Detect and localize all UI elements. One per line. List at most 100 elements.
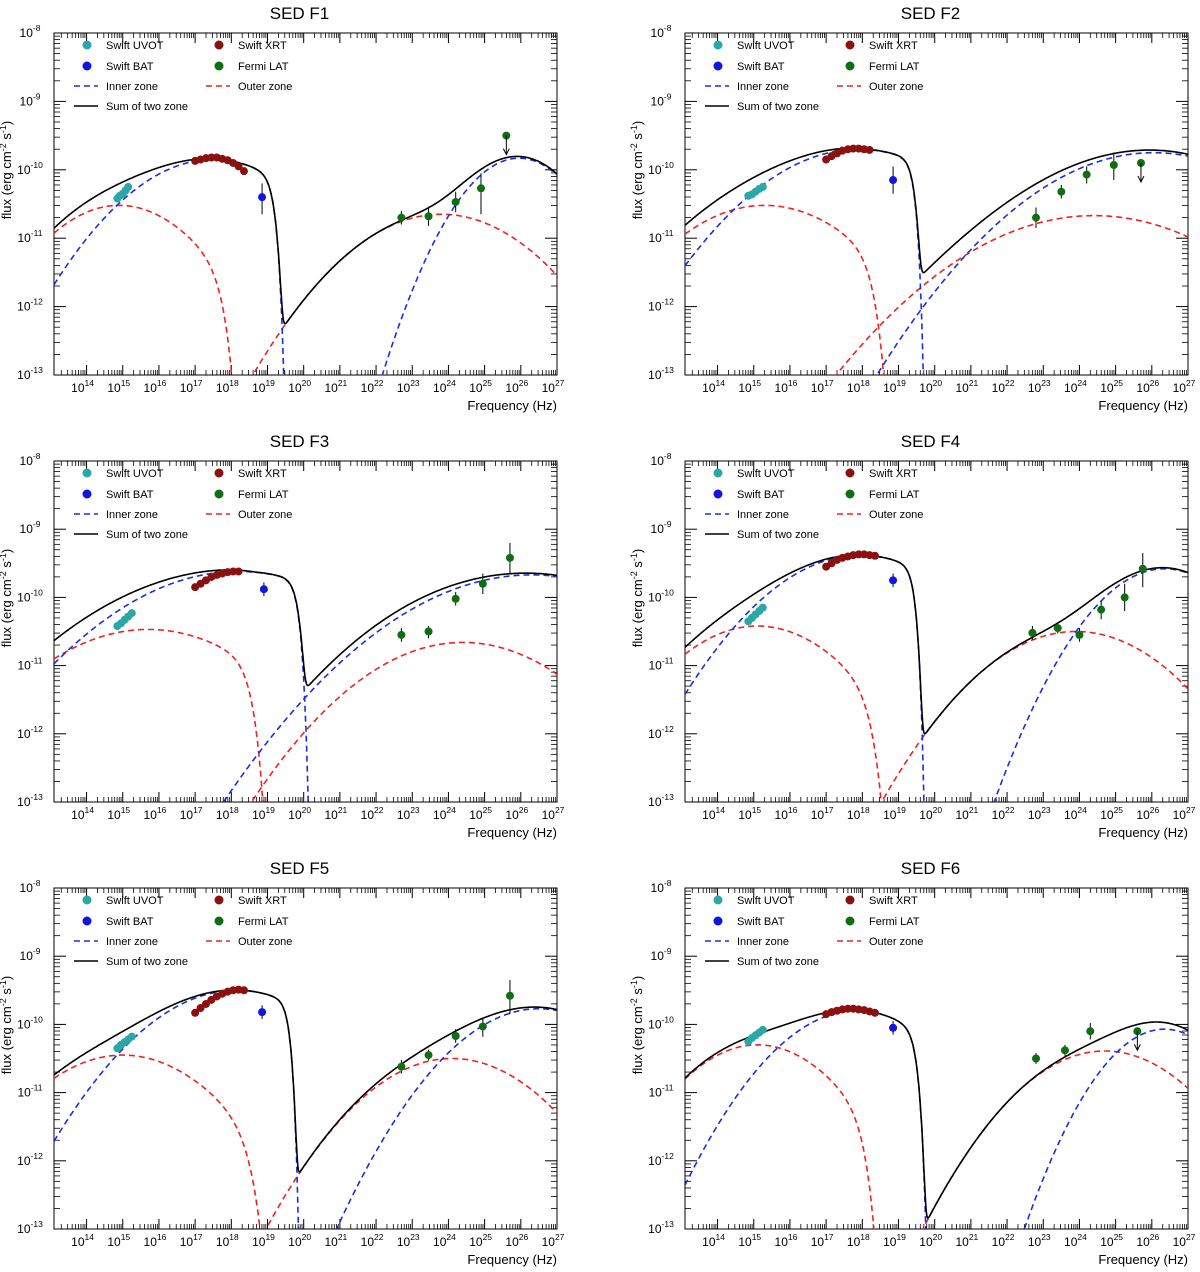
- y-tick-exponent: -11: [662, 656, 674, 666]
- y-tick-exponent: -9: [664, 519, 672, 529]
- x-tick-label: 1017: [811, 378, 834, 395]
- y-tick-label: 10-12: [648, 724, 674, 741]
- y-axis-label-part: -2: [0, 998, 8, 1006]
- y-tick-exponent: -10: [662, 587, 675, 597]
- legend-label: Sum of two zone: [737, 529, 819, 541]
- x-tick-label: 1024: [433, 805, 456, 822]
- x-tick-label: 1023: [1028, 805, 1051, 822]
- legend-marker: [713, 61, 723, 71]
- outer-zone-sync-curve: [54, 204, 233, 375]
- x-tick-exponent: 19: [265, 378, 275, 388]
- x-tick-exponent: 26: [519, 1232, 529, 1242]
- x-tick-exponent: 18: [860, 1232, 870, 1242]
- y-tick-base: 10: [648, 590, 662, 604]
- outer-zone-ic-curve: [251, 213, 557, 375]
- legend-label: Outer zone: [869, 509, 923, 521]
- y-axis-label-part: -2: [0, 143, 8, 151]
- x-tick-label: 1023: [1028, 378, 1051, 395]
- x-tick-label: 1022: [361, 378, 384, 395]
- x-tick-base: 10: [702, 808, 716, 822]
- y-axis-label: flux (erg cm-2 s-1): [0, 976, 14, 1074]
- y-tick-exponent: -12: [662, 724, 675, 734]
- legend-marker: [713, 895, 723, 905]
- chart-title: SED F1: [270, 4, 330, 23]
- chart-title: SED F2: [901, 4, 961, 23]
- y-axis-label-part: -1: [629, 125, 639, 133]
- swift-xrt-point: [239, 167, 248, 176]
- x-tick-label: 1016: [775, 1232, 798, 1249]
- y-tick-exponent: -10: [31, 587, 44, 597]
- legend-label: Fermi LAT: [869, 489, 920, 501]
- x-tick-label: 1027: [542, 1232, 565, 1249]
- x-tick-base: 10: [252, 381, 266, 395]
- legend-label: Outer zone: [238, 936, 292, 948]
- x-tick-base: 10: [1100, 381, 1114, 395]
- x-tick-exponent: 24: [446, 1232, 456, 1242]
- legend-label: Swift UVOT: [106, 468, 164, 480]
- x-tick-exponent: 22: [374, 1232, 384, 1242]
- y-tick-exponent: -11: [662, 228, 674, 238]
- x-tick-base: 10: [738, 1235, 752, 1249]
- x-tick-label: 1015: [107, 1232, 130, 1249]
- y-tick-base: 10: [648, 163, 662, 177]
- sum-of-two-zone-curve: [54, 155, 557, 325]
- y-tick-label: 10-13: [17, 792, 43, 809]
- y-axis-label-part: ): [0, 121, 14, 125]
- y-tick-label: 10-9: [651, 519, 672, 536]
- x-tick-exponent: 20: [933, 1232, 943, 1242]
- y-axis-label: flux (erg cm-2 s-1): [629, 976, 645, 1074]
- legend-label: Sum of two zone: [106, 529, 188, 541]
- legend-marker: [82, 489, 92, 499]
- y-tick-base: 10: [651, 26, 665, 40]
- fermi-lat-point: [424, 1051, 433, 1060]
- x-tick-base: 10: [144, 1235, 158, 1249]
- legend-marker: [845, 916, 855, 926]
- x-tick-label: 1027: [542, 378, 565, 395]
- fermi-lat-point: [451, 594, 460, 603]
- x-tick-exponent: 22: [1005, 805, 1015, 815]
- x-tick-base: 10: [1136, 381, 1150, 395]
- x-tick-label: 1017: [180, 805, 203, 822]
- x-tick-base: 10: [955, 1235, 969, 1249]
- swift-xrt-point: [870, 551, 879, 560]
- y-tick-base: 10: [648, 300, 662, 314]
- x-tick-base: 10: [847, 381, 861, 395]
- x-tick-base: 10: [397, 1235, 411, 1249]
- x-tick-label: 1023: [1028, 1232, 1051, 1249]
- swift-xrt-point: [870, 1008, 879, 1017]
- fermi-lat-point: [478, 579, 487, 588]
- y-tick-exponent: -12: [31, 297, 44, 307]
- x-tick-base: 10: [702, 1235, 716, 1249]
- legend: Swift UVOT Swift XRT Swift BAT Fermi LAT Inn…: [74, 468, 292, 541]
- y-axis-label: flux (erg cm-2 s-1): [0, 121, 14, 219]
- y-axis-label-part: -2: [629, 571, 639, 579]
- x-axis-label: Frequency (Hz): [1098, 1252, 1188, 1267]
- x-tick-base: 10: [252, 1235, 266, 1249]
- swift-bat-point: [259, 585, 268, 594]
- x-tick-base: 10: [738, 808, 752, 822]
- x-tick-base: 10: [505, 381, 519, 395]
- y-tick-label: 10-10: [648, 1014, 674, 1031]
- x-tick-base: 10: [919, 381, 933, 395]
- y-axis-label: flux (erg cm-2 s-1): [629, 121, 645, 219]
- x-tick-label: 1015: [738, 805, 761, 822]
- x-tick-label: 1017: [180, 1232, 203, 1249]
- swift-xrt-point: [196, 1004, 205, 1013]
- swift-xrt-point: [201, 999, 210, 1008]
- y-tick-base: 10: [17, 300, 31, 314]
- x-tick-exponent: 16: [788, 805, 798, 815]
- x-tick-exponent: 27: [555, 1232, 565, 1242]
- legend-label: Swift UVOT: [106, 895, 164, 907]
- fermi-lat-point: [1097, 605, 1106, 614]
- legend-label: Sum of two zone: [737, 101, 819, 113]
- x-axis-label: Frequency (Hz): [467, 825, 557, 840]
- x-tick-label: 1015: [107, 805, 130, 822]
- x-tick-exponent: 15: [752, 805, 762, 815]
- y-tick-exponent: -12: [662, 1151, 675, 1161]
- y-tick-exponent: -8: [33, 878, 41, 888]
- y-tick-label: 10-13: [17, 1219, 43, 1236]
- fermi-lat-point: [478, 1022, 487, 1031]
- y-axis-label-part: -1: [629, 980, 639, 988]
